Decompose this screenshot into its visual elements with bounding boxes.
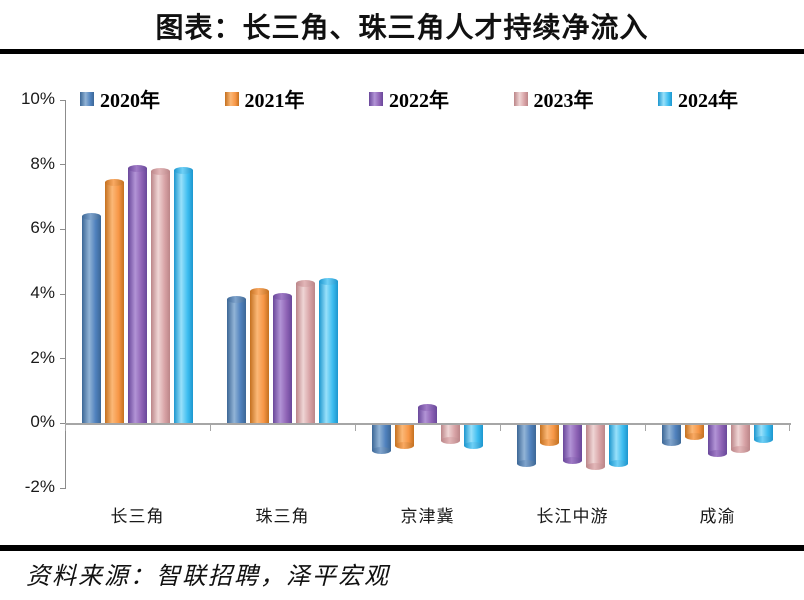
legend-label: 2023年	[533, 90, 594, 112]
category-axis-tick	[65, 423, 66, 432]
bar	[105, 179, 124, 424]
chart-legend: 2020年 2021年 2022年 2023年 2024年	[80, 84, 738, 113]
bar-cap	[273, 292, 292, 300]
legend-label: 2020年	[100, 90, 160, 112]
y-axis-tick	[60, 99, 65, 101]
bar	[731, 425, 750, 453]
y-axis-tick-label: -2%	[24, 477, 55, 496]
y-axis-tick	[60, 487, 65, 489]
category-label: 京津冀	[400, 507, 455, 526]
bar-cap	[82, 213, 101, 221]
bar-cap	[517, 460, 536, 468]
bar	[418, 404, 437, 424]
bar-cap	[174, 166, 193, 174]
category-label: 成渝	[699, 507, 736, 526]
bar	[395, 425, 414, 450]
bar-cap	[105, 179, 124, 187]
legend-item: 2023年	[513, 84, 594, 113]
bar-cap	[418, 404, 437, 412]
footer-divider	[0, 545, 804, 551]
bar-cap	[151, 168, 170, 176]
bar-cap	[395, 442, 414, 450]
legend-swatch	[80, 91, 94, 106]
category-label: 长三角	[110, 507, 165, 526]
bar-cap	[708, 450, 727, 458]
bar-cap	[685, 432, 704, 440]
title-divider	[0, 49, 804, 54]
bar	[296, 279, 315, 424]
y-axis-tick-label: 0%	[30, 412, 55, 432]
bar	[82, 213, 101, 424]
bar	[708, 425, 727, 458]
bar	[319, 278, 338, 424]
y-axis-tick-label: 10%	[20, 89, 55, 108]
y-axis-tick-label: 2%	[30, 347, 55, 367]
bar	[586, 425, 605, 471]
legend-swatch	[658, 91, 672, 106]
bar-cap	[319, 278, 338, 286]
bar-cap	[250, 287, 269, 295]
legend-item: 2024年	[658, 84, 738, 113]
y-axis-tick	[60, 164, 65, 166]
legend-item: 2020年	[80, 84, 160, 113]
bar-cap	[540, 439, 559, 447]
bar	[685, 425, 704, 440]
bar	[174, 166, 193, 424]
y-axis-tick-label: 6%	[30, 218, 55, 238]
legend-swatch	[224, 91, 239, 106]
y-axis-tick	[60, 358, 65, 360]
bar	[754, 425, 773, 443]
bar	[517, 425, 536, 468]
bar	[273, 292, 292, 424]
category-axis-tick	[645, 423, 646, 432]
plot-area: 10% 8% 6% 4% 2% 0% -2% 长三角 珠三角 京津冀 长江中游 成渝	[21, 89, 791, 526]
bar-cap	[563, 456, 582, 464]
x-axis-line	[65, 423, 791, 426]
category-axis-tick	[500, 423, 501, 432]
legend-swatch	[369, 91, 383, 106]
bar-cap	[586, 463, 605, 471]
bar-cap	[662, 439, 681, 447]
bar	[540, 425, 559, 447]
bar	[227, 295, 246, 424]
bar	[151, 168, 170, 424]
bar	[464, 425, 483, 450]
bar	[250, 287, 269, 424]
legend-item: 2021年	[224, 84, 305, 113]
bar-cap	[731, 445, 750, 453]
bar	[662, 425, 681, 447]
y-axis-tick	[60, 293, 65, 295]
y-axis-tick-label: 4%	[30, 283, 55, 302]
y-axis-tick-label: 8%	[30, 153, 55, 173]
bar-cap	[227, 295, 246, 303]
category-label: 珠三角	[255, 507, 310, 526]
bar-cap	[754, 435, 773, 443]
bar	[441, 425, 460, 445]
bar	[609, 425, 628, 468]
category-label: 长江中游	[536, 507, 609, 526]
category-axis-tick	[210, 423, 211, 432]
bar-cap	[464, 442, 483, 450]
source-note: 资料来源：智联招聘，泽平宏观	[26, 564, 390, 590]
bar-cap	[296, 279, 315, 287]
category-axis-tick	[355, 423, 356, 432]
legend-item: 2022年	[369, 84, 449, 113]
bar-cap	[441, 437, 460, 445]
legend-swatch	[513, 91, 528, 106]
bar-cap	[609, 460, 628, 468]
bar	[372, 425, 391, 455]
bar-cap	[128, 164, 147, 172]
y-axis-tick	[60, 422, 65, 424]
chart-title: 图表：长三角、珠三角人才持续净流入	[155, 13, 649, 44]
y-axis-tick	[60, 228, 65, 230]
category-axis-tick	[789, 423, 790, 432]
legend-label: 2024年	[678, 90, 738, 112]
legend-label: 2021年	[244, 90, 305, 112]
bar	[563, 425, 582, 464]
y-axis-line	[65, 100, 66, 489]
bar	[128, 164, 147, 424]
legend-label: 2022年	[389, 90, 449, 112]
bar-cap	[372, 447, 391, 455]
